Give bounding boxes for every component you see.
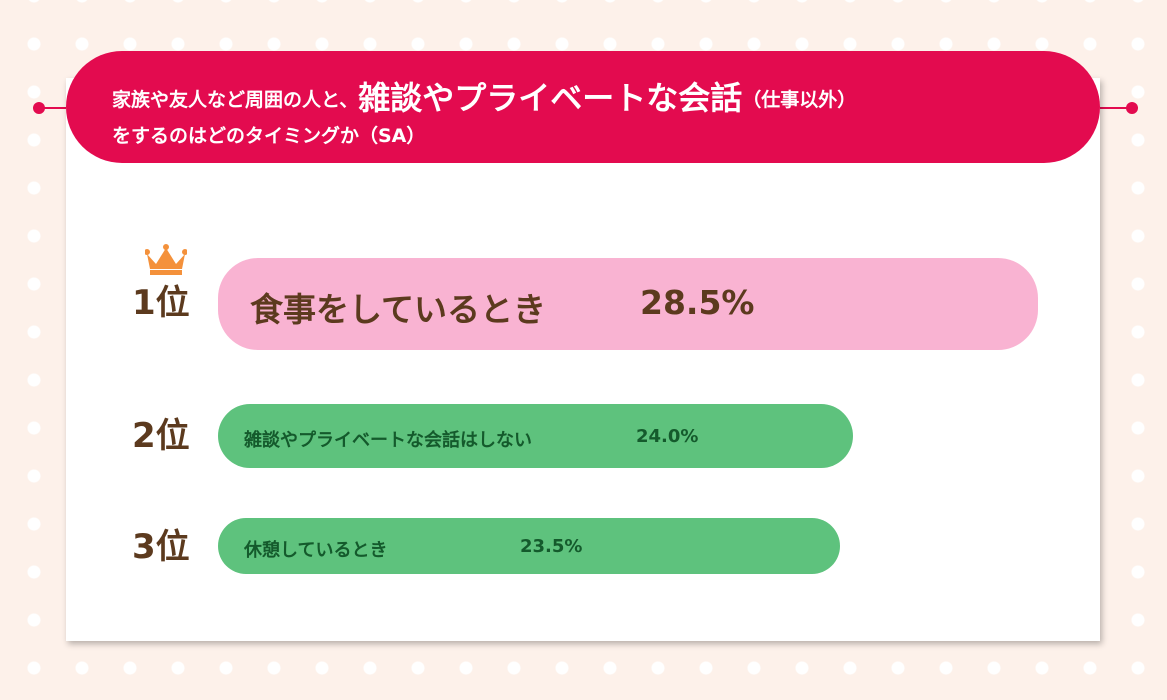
title-line-2: をするのはどのタイミングか（SA）	[112, 125, 426, 147]
bar: 食事をしているとき 28.5%	[218, 258, 1038, 350]
title-prefix: 家族や友人など周囲の人と、	[112, 89, 359, 111]
title-line-1: 家族や友人など周囲の人と、雑談やプライベートな会話（仕事以外）	[112, 73, 856, 119]
bar-category-label: 食事をしているとき	[250, 290, 547, 329]
bar-value-label: 28.5%	[640, 283, 755, 322]
bar-category-label: 休憩しているとき	[244, 540, 388, 561]
rank-label: 3位	[132, 527, 190, 567]
bar: 雑談やプライベートな会話はしない 24.0%	[218, 404, 853, 468]
crown-icon	[145, 244, 187, 275]
title-banner: 家族や友人など周囲の人と、雑談やプライベートな会話（仕事以外） をするのはどのタ…	[66, 51, 1100, 163]
bar-category-label: 雑談やプライベートな会話はしない	[244, 430, 532, 451]
bar-value-label: 24.0%	[636, 426, 699, 447]
header-left-dot	[33, 102, 45, 114]
bar: 休憩しているとき 23.5%	[218, 518, 840, 574]
title-suffix: （仕事以外）	[742, 89, 857, 111]
rank-label: 2位	[132, 416, 190, 456]
title-emphasis: 雑談やプライベートな会話	[358, 79, 743, 117]
header-right-dot	[1126, 102, 1138, 114]
rank-label: 1位	[132, 283, 190, 323]
bar-value-label: 23.5%	[520, 536, 583, 557]
